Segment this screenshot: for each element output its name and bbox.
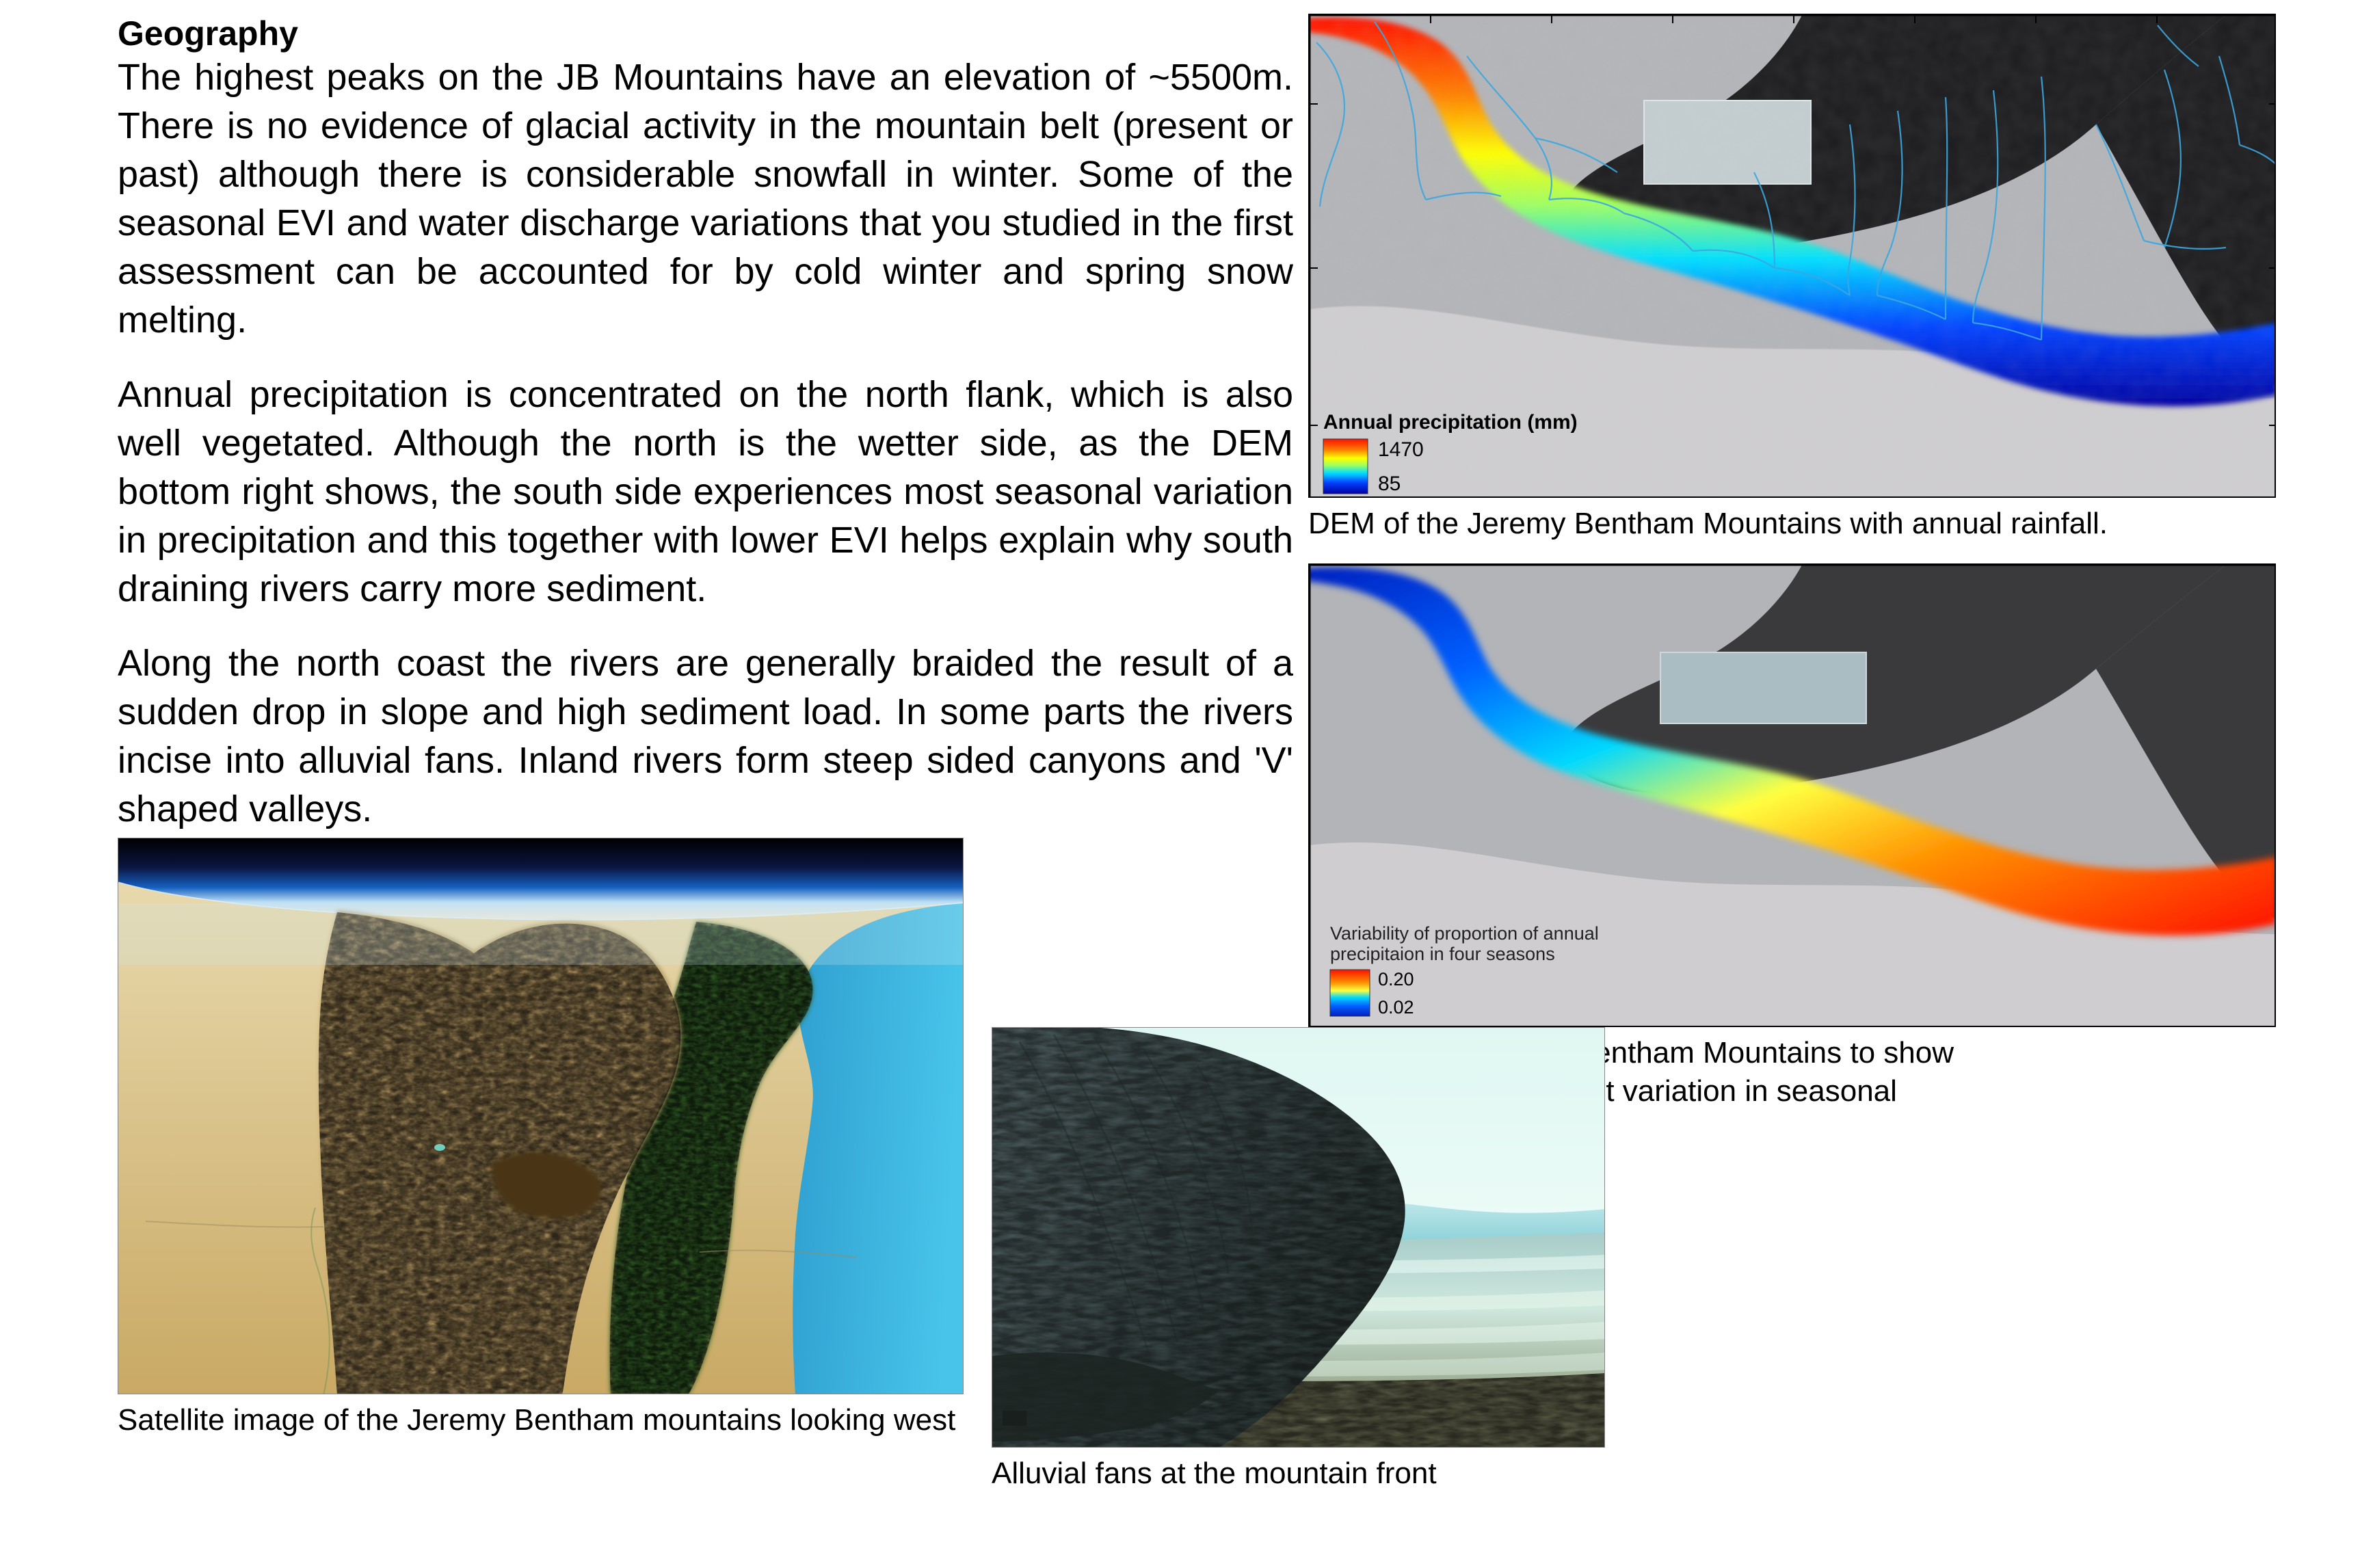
svg-text:Variability of proportion of a: Variability of proportion of annual (1330, 923, 1599, 944)
svg-text:1470: 1470 (1378, 438, 1424, 461)
svg-text:precipitaion in four seasons: precipitaion in four seasons (1330, 944, 1555, 964)
svg-text:Annual precipitation (mm): Annual precipitation (mm) (1323, 411, 1578, 434)
svg-text:0.02: 0.02 (1378, 997, 1414, 1018)
svg-text:85: 85 (1378, 473, 1401, 495)
svg-text:0.20: 0.20 (1378, 969, 1414, 989)
